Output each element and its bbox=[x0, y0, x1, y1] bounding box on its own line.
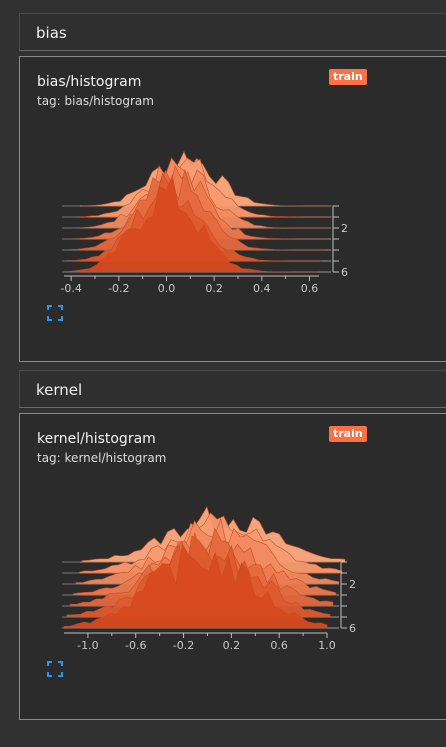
fullscreen-icon[interactable] bbox=[47, 305, 63, 321]
x-tick-label: 0.2 bbox=[223, 639, 241, 652]
histogram-plot: -0.4 -0.2 0.0 0.2 0.4 0.6 2 6 bbox=[60, 150, 348, 295]
card-title: kernel/histogram bbox=[37, 431, 156, 447]
y-tick-label: 2 bbox=[349, 578, 356, 591]
card-title: bias/histogram bbox=[37, 74, 142, 90]
x-tick-label: 0.6 bbox=[270, 639, 288, 652]
x-tick-label: -0.4 bbox=[60, 282, 81, 295]
fullscreen-icon[interactable] bbox=[47, 661, 63, 677]
x-tick-label: -0.6 bbox=[125, 639, 146, 652]
x-tick-label: 1.0 bbox=[318, 639, 336, 652]
section-title: bias bbox=[36, 24, 67, 42]
x-tick-label: 0.6 bbox=[301, 282, 319, 295]
x-tick-label: 0.0 bbox=[158, 282, 176, 295]
histogram-ridge bbox=[63, 543, 328, 629]
x-tick-label: -1.0 bbox=[77, 639, 98, 652]
run-badge: train bbox=[329, 69, 367, 85]
x-tick-label: -0.2 bbox=[108, 282, 129, 295]
x-tick-label: 0.2 bbox=[205, 282, 223, 295]
y-tick-label: 6 bbox=[341, 266, 348, 279]
card-tag: tag: kernel/histogram bbox=[37, 451, 167, 465]
histogram-card-kernel: kernel/histogram tag: kernel/histogram t… bbox=[19, 413, 446, 720]
x-tick-label: -0.2 bbox=[173, 639, 194, 652]
histogram-plot: -1.0 -0.6 -0.2 0.2 0.6 1.0 2 6 bbox=[62, 505, 356, 652]
section-title: kernel bbox=[36, 381, 83, 399]
y-tick-label: 2 bbox=[341, 222, 348, 235]
histogram-card-bias: bias/histogram tag: bias/histogram train… bbox=[19, 56, 446, 362]
histogram-ridge bbox=[63, 174, 319, 273]
section-header-kernel[interactable]: kernel bbox=[19, 370, 446, 408]
card-tag: tag: bias/histogram bbox=[37, 94, 154, 108]
run-badge: train bbox=[329, 426, 367, 442]
x-tick-label: 0.4 bbox=[253, 282, 271, 295]
section-header-bias[interactable]: bias bbox=[19, 13, 446, 51]
y-tick-label: 6 bbox=[349, 622, 356, 635]
